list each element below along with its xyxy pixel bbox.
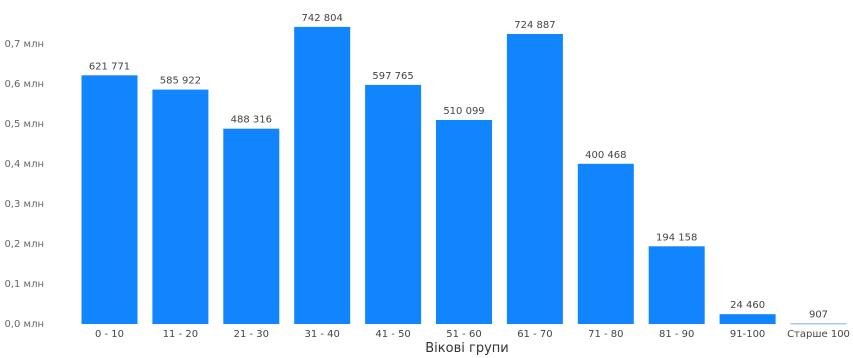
- y-tick-label: 0,2 млн: [4, 239, 44, 250]
- x-tick-label: 0 - 10: [95, 329, 124, 340]
- bar[interactable]: [436, 120, 492, 324]
- x-axis: 0 - 10 11 - 20 21 - 30 31 - 40 41 - 50 51 - 6…: [95, 329, 850, 340]
- y-tick-label: 0,6 млн: [4, 79, 44, 90]
- bar[interactable]: [648, 246, 705, 324]
- x-tick-label: 71 - 80: [588, 329, 623, 340]
- y-tick-label: 0,7 млн: [4, 39, 44, 50]
- x-tick-label: 81 - 90: [659, 329, 694, 340]
- x-tick-label: Старше 100: [787, 329, 850, 340]
- x-tick-label: 51 - 60: [446, 329, 481, 340]
- y-tick-label: 0,0 млн: [4, 319, 44, 330]
- data-label: 488 316: [231, 115, 272, 126]
- value-labels: 621 771 585 922 488 316 742 804 597 765 510 0…: [89, 13, 828, 321]
- y-tick-label: 0,1 млн: [4, 279, 44, 290]
- y-axis: 0,0 млн 0,1 млн 0,2 млн 0,3 млн 0,4 млн 0,5 м…: [4, 39, 44, 330]
- data-label: 724 887: [514, 20, 555, 31]
- data-label: 194 158: [656, 232, 697, 243]
- data-label: 24 460: [730, 300, 765, 311]
- bar[interactable]: [577, 163, 634, 324]
- x-tick-label: 11 - 20: [163, 329, 198, 340]
- x-tick-label: 61 - 70: [517, 329, 552, 340]
- bar[interactable]: [152, 89, 209, 324]
- bar[interactable]: [719, 314, 776, 324]
- bar[interactable]: [365, 84, 422, 325]
- data-label: 597 765: [372, 71, 413, 82]
- bars: [81, 26, 847, 325]
- x-tick-label: 31 - 40: [304, 329, 339, 340]
- data-label: 400 468: [585, 150, 626, 161]
- y-tick-label: 0,5 млн: [4, 119, 44, 130]
- x-tick-label: 91-100: [730, 329, 765, 340]
- data-label: 585 922: [160, 76, 201, 87]
- data-label: 621 771: [89, 61, 130, 72]
- data-label: 742 804: [302, 13, 343, 24]
- x-tick-label: 21 - 30: [234, 329, 269, 340]
- data-label: 510 099: [443, 106, 484, 117]
- data-label: 907: [809, 310, 828, 321]
- bar[interactable]: [790, 323, 847, 325]
- y-tick-label: 0,4 млн: [4, 159, 44, 170]
- bar[interactable]: [506, 34, 563, 324]
- bar[interactable]: [223, 128, 280, 324]
- y-tick-label: 0,3 млн: [4, 199, 44, 210]
- bar[interactable]: [294, 26, 351, 325]
- x-axis-label: Вікові групи: [425, 341, 508, 356]
- bar[interactable]: [81, 75, 138, 324]
- x-tick-label: 41 - 50: [375, 329, 410, 340]
